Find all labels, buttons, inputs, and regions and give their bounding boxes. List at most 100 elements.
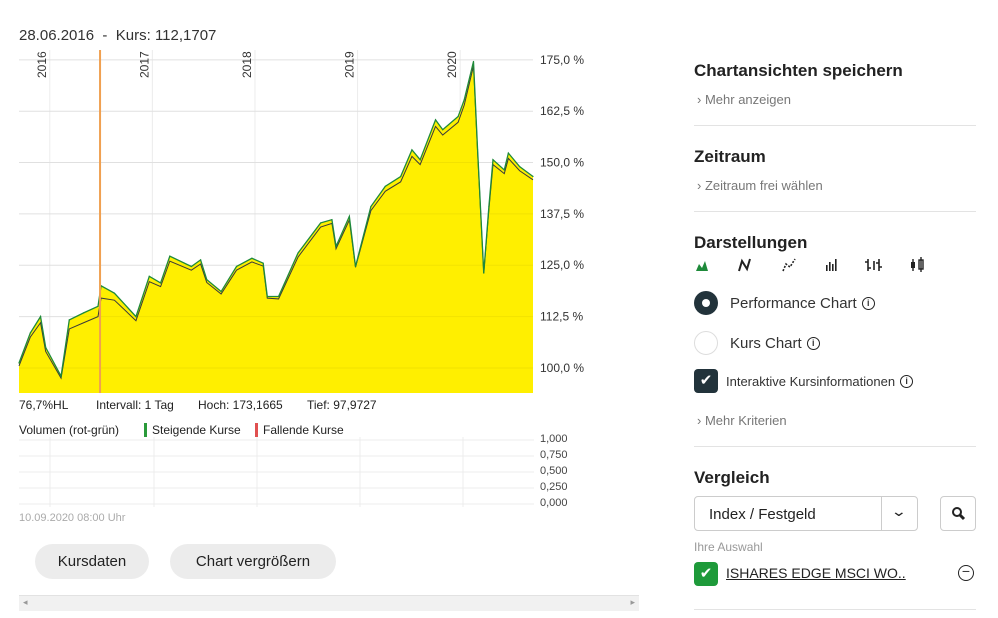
select-value: Index / Festgeld [709,506,816,523]
vergleich-title: Vergleich [694,468,770,487]
data-point [169,255,171,257]
data-point [190,265,192,268]
data-point [384,185,386,187]
chart-type-icons [696,257,924,272]
area-fill [19,61,533,393]
mehr-kriterien-link[interactable]: › Mehr Kriterien [697,413,787,428]
data-point [262,262,264,264]
data-point [266,295,268,298]
radio-unchecked-icon[interactable] [694,331,718,355]
data-point [206,279,208,281]
stat-interval: Intervall: 1 Tag [96,398,174,412]
divider [694,446,976,447]
candlestick-icon[interactable] [911,257,924,272]
y-tick-label: 137,5 % [540,207,584,221]
legend-rising: Steigende Kurse [144,423,241,437]
data-point [68,319,70,321]
data-point [18,362,20,364]
line-chart-icon[interactable] [738,258,751,272]
mehr-anzeigen-link[interactable]: › Mehr anzeigen [697,92,791,107]
mehr-kriterien-label: Mehr Kriterien [704,413,787,428]
zeitraum-label: Zeitraum frei wählen [704,178,823,193]
stat-hoch: Hoch: 173,1665 [198,398,283,412]
data-point [39,315,42,318]
data-point [488,205,490,208]
data-point [113,292,116,294]
vol-tick: 0,250 [540,481,568,493]
data-point [519,166,521,168]
selection-checkbox[interactable]: ✔ [694,562,718,586]
performance-chart[interactable]: 175,0 % 162,5 % 150,0 % 137,5 % 125,0 % 112,5… [0,40,600,410]
data-point [135,315,137,318]
data-point [411,149,413,151]
radio-checked-icon[interactable] [694,291,718,315]
data-point [199,259,202,261]
info-icon[interactable]: i [900,374,914,388]
x-tick-label: 2018 [240,51,254,78]
search-icon [952,507,966,521]
data-point [97,305,99,307]
divider [694,125,976,126]
scroll-right-icon[interactable]: ▸ [630,597,635,607]
radio-performance-chart[interactable]: Performance Chart i [694,291,875,315]
data-point [472,60,475,63]
header-sep: - [102,27,108,44]
selection-link[interactable]: ISHARES EDGE MSCI WO.. [726,565,906,581]
data-point [348,215,350,217]
header-date: 28.06.2016 [19,27,95,44]
data-point [159,282,162,284]
chevron-right-icon: › [697,178,702,193]
chart-header: 28.06.2016 - Kurs: 112,1707 [19,27,216,44]
x-tick-label: 2016 [35,51,49,78]
info-icon[interactable]: i [861,296,875,310]
bar-volume-icon[interactable] [826,259,837,271]
info-icon[interactable]: i [806,336,820,350]
dotted-line-chart-icon[interactable] [782,258,796,272]
zeitraum-title: Zeitraum [694,147,766,166]
data-point [277,295,280,298]
data-point [434,119,437,121]
vol-tick: 0,500 [540,465,568,477]
stat-hl: 76,7%HL [19,398,69,412]
y-tick-label: 125,0 % [540,258,584,272]
chevron-right-icon: › [697,413,702,428]
x-tick-label: 2019 [343,51,357,78]
stat-tief: Tief: 97,9727 [307,398,377,412]
data-point [354,265,357,268]
data-point [492,159,494,161]
remove-icon[interactable]: − [958,564,974,581]
volume-timestamp: 10.09.2020 08:00 Uhr [19,512,126,524]
data-point [83,312,85,314]
ohlc-icon[interactable] [865,259,882,271]
save-views-title: Chartansichten speichern [694,61,903,80]
scroll-left-icon[interactable]: ◂ [23,597,28,607]
checkbox-checked-icon[interactable]: ✔ [694,369,718,393]
horizontal-scrollbar[interactable]: ◂ ▸ [19,595,639,611]
area-chart-icon[interactable] [696,261,708,271]
zeitraum-link[interactable]: › Zeitraum frei wählen [697,178,823,193]
data-point [400,175,402,178]
x-tick-label: 2020 [445,51,459,78]
search-button[interactable] [940,496,976,531]
radio-kurs-chart[interactable]: Kurs Chart i [694,331,820,355]
chart-vergroessern-button[interactable]: Chart vergrößern [170,544,336,579]
data-point [331,219,333,221]
data-point [235,265,238,268]
kurs-chart-label: Kurs Chart [730,334,802,352]
data-point [220,290,222,293]
data-point [370,205,372,208]
y-tick-label: 112,5 % [540,310,583,324]
chevron-down-icon[interactable]: ⌄ [890,503,908,519]
kurs-label: Kurs: [115,27,151,44]
checkbox-interaktiv[interactable]: ✔ Interaktive Kursinformationen i [694,369,914,393]
y-tick-label: 175,0 % [540,53,584,67]
ihre-auswahl-label: Ihre Auswahl [694,540,763,554]
darstellungen-title: Darstellungen [694,233,808,252]
select-divider [881,497,882,530]
data-point [419,159,421,161]
data-point [532,175,534,178]
volume-grid [19,437,534,507]
kursdaten-button[interactable]: Kursdaten [35,544,149,579]
vergleich-select[interactable]: Index / Festgeld ⌄ [694,496,918,531]
data-point [335,245,337,247]
